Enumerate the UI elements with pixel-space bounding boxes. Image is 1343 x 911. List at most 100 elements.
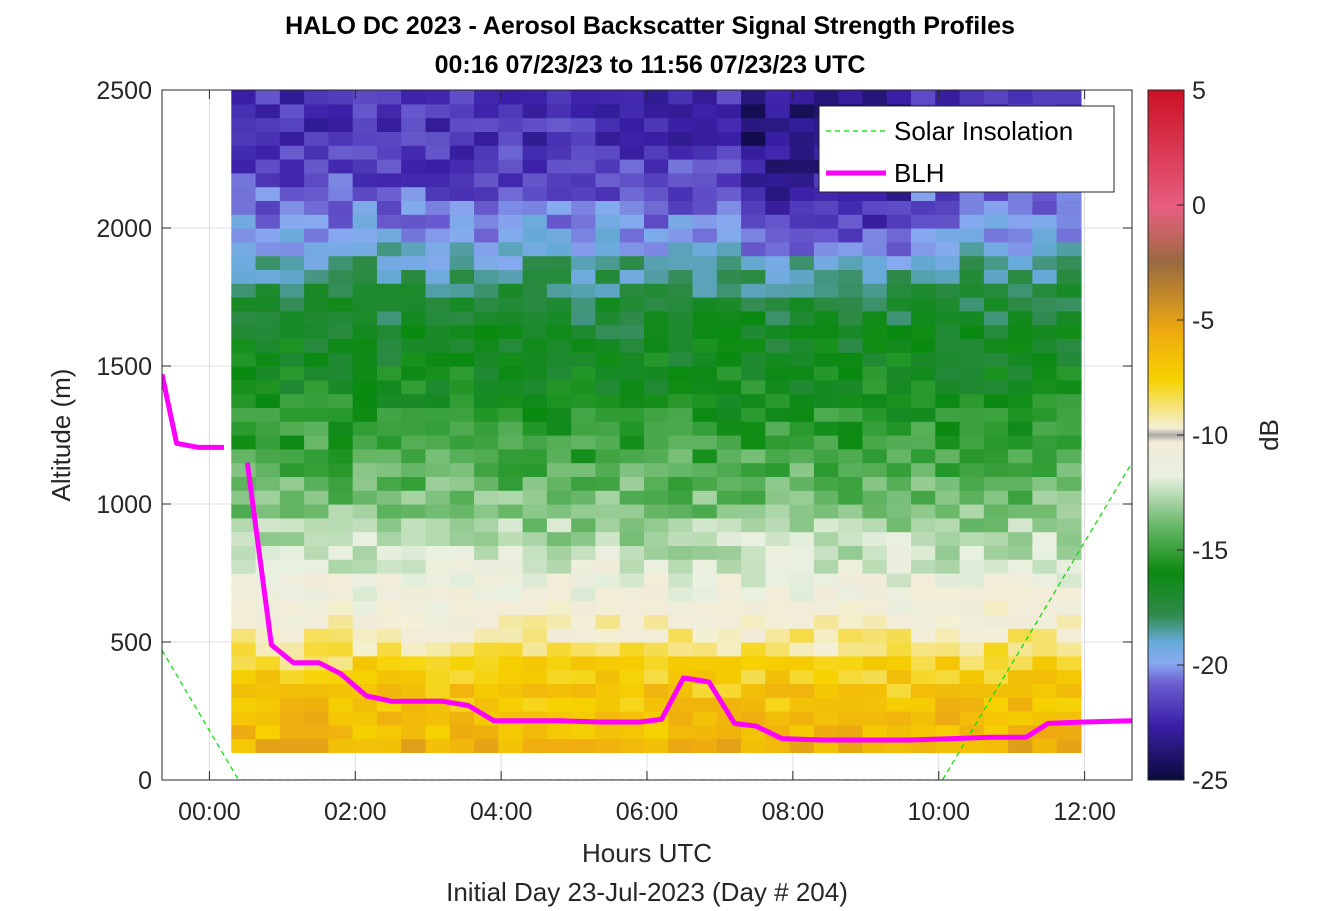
heatmap-cell bbox=[813, 586, 839, 602]
heatmap-cell bbox=[983, 586, 1009, 602]
heatmap-cell bbox=[571, 517, 597, 533]
heatmap-cell bbox=[474, 352, 499, 367]
heatmap-cell bbox=[376, 186, 402, 201]
heatmap-cell bbox=[668, 324, 694, 339]
heatmap-cell bbox=[376, 200, 402, 215]
heatmap-cell bbox=[449, 269, 475, 284]
heatmap-cell bbox=[376, 531, 402, 546]
heatmap-cell bbox=[643, 407, 669, 422]
heatmap-cell bbox=[716, 379, 742, 395]
heatmap-cell bbox=[959, 545, 985, 560]
x-tick-label: 02:00 bbox=[324, 798, 387, 826]
heatmap-cell bbox=[886, 655, 912, 671]
heatmap-cell bbox=[935, 393, 961, 408]
heatmap-cell bbox=[692, 352, 718, 367]
heatmap-cell bbox=[643, 103, 669, 119]
heatmap-cell bbox=[522, 297, 548, 312]
heatmap-cell bbox=[425, 241, 451, 257]
heatmap-cell bbox=[474, 545, 499, 560]
heatmap-cell bbox=[911, 586, 936, 602]
heatmap-cell bbox=[886, 711, 912, 726]
heatmap-cell bbox=[838, 517, 864, 533]
heatmap-cell bbox=[789, 131, 815, 146]
heatmap-cell bbox=[304, 738, 329, 753]
heatmap-cell bbox=[328, 683, 354, 698]
heatmap-cell bbox=[911, 628, 936, 643]
heatmap-cell bbox=[862, 476, 888, 491]
heatmap-cell bbox=[983, 655, 1009, 671]
heatmap-cell bbox=[425, 462, 451, 477]
heatmap-cell bbox=[425, 131, 451, 146]
heatmap-cell bbox=[886, 269, 912, 284]
heatmap-cell bbox=[935, 642, 961, 657]
heatmap-cell bbox=[1008, 269, 1033, 284]
heatmap-cell bbox=[716, 462, 742, 477]
colorbar-ticks: 50-5-10-15-20-25 bbox=[1177, 77, 1228, 795]
heatmap-cell bbox=[352, 228, 378, 243]
heatmap-cell bbox=[959, 559, 985, 574]
heatmap-cell bbox=[231, 517, 257, 533]
heatmap-cell bbox=[692, 269, 718, 284]
heatmap-cell bbox=[1008, 435, 1033, 450]
y-tick-label: 1000 bbox=[96, 491, 152, 519]
heatmap-cell bbox=[789, 642, 815, 657]
heatmap-cell bbox=[619, 600, 645, 615]
heatmap-cell bbox=[255, 393, 281, 408]
heatmap-cell bbox=[716, 435, 742, 450]
heatmap-cell bbox=[498, 586, 524, 602]
heatmap-cell bbox=[255, 462, 281, 477]
heatmap-cell bbox=[304, 352, 329, 367]
heatmap-cell bbox=[425, 255, 451, 270]
heatmap-cell bbox=[595, 504, 621, 519]
heatmap-cell bbox=[304, 393, 329, 408]
heatmap-cell bbox=[255, 255, 281, 270]
heatmap-cell bbox=[255, 655, 281, 671]
heatmap-cell bbox=[959, 476, 985, 491]
heatmap-cell bbox=[692, 628, 718, 643]
heatmap-cell bbox=[983, 421, 1009, 436]
heatmap-cell bbox=[546, 490, 572, 505]
colorbar-tick-label: -10 bbox=[1192, 422, 1228, 450]
heatmap-cell bbox=[522, 614, 548, 629]
heatmap-cell bbox=[376, 297, 402, 312]
heatmap-cell bbox=[304, 297, 329, 312]
heatmap-cell bbox=[692, 90, 718, 105]
heatmap-cell bbox=[886, 683, 912, 698]
heatmap-cell bbox=[643, 655, 669, 671]
heatmap-cell bbox=[959, 269, 985, 284]
heatmap-cell bbox=[643, 573, 669, 588]
heatmap-cell bbox=[886, 476, 912, 491]
heatmap-cell bbox=[449, 462, 475, 477]
heatmap-cell bbox=[1008, 683, 1033, 698]
heatmap-cell bbox=[643, 131, 669, 146]
heatmap-cell bbox=[668, 573, 694, 588]
heatmap-cell bbox=[643, 642, 669, 657]
heatmap-cell bbox=[813, 462, 839, 477]
heatmap-cell bbox=[716, 738, 742, 753]
heatmap-cell bbox=[255, 435, 281, 450]
colorbar-tick-label: -25 bbox=[1192, 767, 1228, 795]
heatmap-cell bbox=[1008, 669, 1033, 684]
heatmap-cell bbox=[328, 269, 354, 284]
heatmap-cell bbox=[1056, 338, 1082, 353]
heatmap-cell bbox=[546, 255, 572, 270]
heatmap-cell bbox=[304, 600, 329, 615]
heatmap-cell bbox=[352, 545, 378, 560]
heatmap-cell bbox=[571, 476, 597, 491]
heatmap-cell bbox=[279, 172, 305, 188]
heatmap-cell bbox=[959, 338, 985, 353]
heatmap-cell bbox=[643, 462, 669, 477]
heatmap-cell bbox=[279, 310, 305, 326]
heatmap-cell bbox=[911, 711, 936, 726]
heatmap-cell bbox=[279, 103, 305, 119]
heatmap-cell bbox=[959, 90, 985, 105]
heatmap-cell bbox=[765, 228, 791, 243]
heatmap-cell bbox=[352, 90, 378, 105]
heatmap-cell bbox=[619, 241, 645, 257]
heatmap-cell bbox=[619, 117, 645, 132]
heatmap-cell bbox=[328, 421, 354, 436]
heatmap-cell bbox=[983, 614, 1009, 629]
heatmap-cell bbox=[741, 711, 766, 726]
heatmap-cell bbox=[401, 531, 427, 546]
heatmap-cell bbox=[401, 200, 427, 215]
